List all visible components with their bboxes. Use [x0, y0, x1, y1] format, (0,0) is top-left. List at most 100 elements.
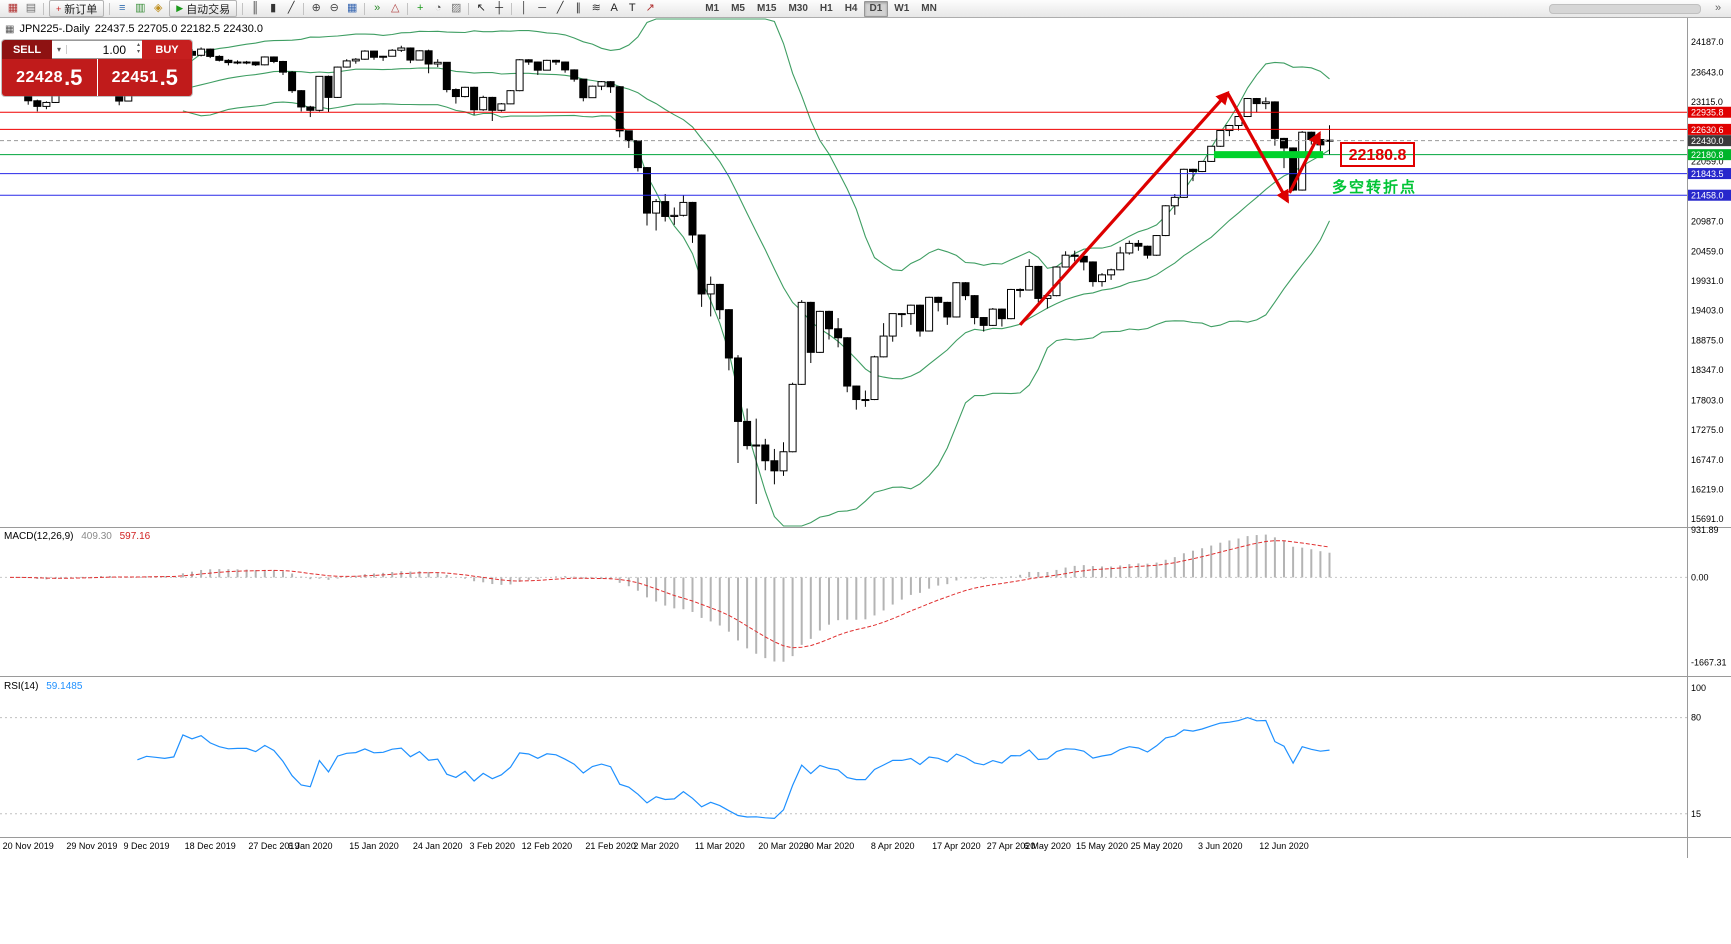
timeframe-h1[interactable]: H1: [819, 3, 833, 14]
candle-body: [1216, 130, 1225, 147]
candle-body: [870, 356, 879, 401]
text-tool-icon[interactable]: A: [610, 2, 618, 14]
macd-name: MACD(12,26,9): [4, 531, 74, 542]
candle-body: [251, 61, 260, 66]
market-watch-icon[interactable]: ≡: [119, 2, 126, 14]
candlestick-chart-icon[interactable]: ▮: [270, 2, 277, 14]
annotations-layer[interactable]: 22180.8 多空转折点: [1332, 142, 1417, 196]
candle-body: [1098, 274, 1106, 283]
sell-price-panel[interactable]: 22428.5: [2, 59, 97, 96]
x-axis-date-label: 24 Jan 2020: [413, 841, 463, 851]
navigator-icon[interactable]: ◈: [154, 2, 163, 14]
buy-price-panel[interactable]: 22451.5: [97, 59, 192, 96]
arrows-tool-icon[interactable]: ↗: [645, 2, 655, 14]
sell-button[interactable]: SELL: [2, 40, 52, 59]
support-zone-bar[interactable]: [1213, 151, 1324, 159]
rsi-axis-label: 15: [1691, 809, 1701, 819]
price-annotation-box[interactable]: [1340, 142, 1415, 167]
timeframe-h4[interactable]: H4: [844, 3, 858, 14]
y-axis-label: 16747.0: [1691, 455, 1724, 465]
candle-body: [333, 66, 342, 98]
candle-body: [1007, 288, 1015, 320]
price-line-tag-text: 22180.8: [1691, 150, 1724, 160]
candle-body: [33, 100, 42, 107]
fibonacci-icon[interactable]: ≋: [591, 2, 601, 14]
macd-axis-label: 0.00: [1691, 572, 1709, 582]
buy-button[interactable]: BUY: [142, 40, 192, 59]
cursor-icon[interactable]: ↖: [476, 2, 486, 14]
new-chart-icon[interactable]: ▦: [7, 2, 19, 14]
candle-body: [1034, 265, 1043, 299]
zoom-in-icon[interactable]: ⊕: [311, 2, 321, 14]
volume-spinner[interactable]: ▴ ▾: [136, 42, 140, 56]
timeframe-d1[interactable]: D1: [863, 0, 889, 17]
timeframe-m5[interactable]: M5: [731, 3, 745, 14]
candle-body: [488, 96, 497, 111]
periods-icon[interactable]: ◔: [434, 2, 442, 14]
zoom-out-icon[interactable]: ⊖: [329, 2, 339, 14]
candle-body: [1243, 98, 1252, 117]
line-chart-icon[interactable]: ╱: [287, 2, 295, 14]
turning-point-annotation-text[interactable]: 多空转折点: [1332, 178, 1417, 196]
trend-arrow[interactable]: [1018, 90, 1230, 326]
macd-indicator-label: MACD(12,26,9) 409.30 597.16: [4, 531, 150, 542]
candle-body: [242, 61, 251, 64]
chart-mini-icon: ▦: [5, 23, 15, 35]
templates-icon[interactable]: ▨: [450, 2, 462, 14]
trend-arrow[interactable]: [1288, 130, 1321, 194]
chart-shift-icon[interactable]: △: [390, 2, 400, 14]
x-axis-date-label: 9 Dec 2019: [123, 841, 169, 851]
trend-arrow[interactable]: [1226, 92, 1290, 204]
y-axis-label: 20987.0: [1691, 217, 1724, 227]
new-order-button[interactable]: + 新订单: [49, 0, 105, 17]
tile-windows-icon[interactable]: ▦: [346, 2, 358, 14]
candle-body: [552, 59, 560, 63]
timeframe-m15[interactable]: M15: [757, 3, 777, 14]
candle-body: [260, 56, 269, 66]
candle-body: [679, 201, 688, 216]
candle-body: [1170, 196, 1179, 207]
indicators-icon[interactable]: +: [416, 2, 424, 14]
toolbar-scrollbar[interactable]: [1549, 3, 1701, 14]
rsi-value: 59.1485: [46, 681, 83, 692]
candle-body: [615, 86, 624, 132]
trendline-icon[interactable]: ╱: [556, 2, 564, 14]
auto-scroll-icon[interactable]: »: [374, 2, 381, 14]
crosshair-icon[interactable]: ┼: [495, 2, 504, 14]
volume-dropdown-icon[interactable]: ▾: [52, 45, 67, 54]
bollinger-line: [182, 67, 1330, 380]
candle-body: [370, 50, 378, 58]
profiles-icon[interactable]: ▤: [25, 2, 37, 14]
toolbar-overflow-icon[interactable]: »: [1714, 2, 1722, 14]
autotrading-button[interactable]: ▶ 自动交易: [169, 0, 238, 17]
toolbar: ▦ ▤ + 新订单 ≡ ▥ ◈ ▶ 自动交易 ║ ▮ ╱ ⊕ ⊖ ▦ » △ + ◔ ▨ ↖ ┼ │ ─ ╱ ∥ ≋ A T ↗ M1 M5 M…: [0, 0, 1731, 18]
timeframe-m1[interactable]: M1: [705, 3, 720, 14]
candle-body: [879, 335, 888, 358]
label-tool-icon[interactable]: T: [628, 2, 636, 14]
candle-body: [1198, 160, 1207, 173]
timeframe-mn[interactable]: MN: [921, 3, 937, 14]
timeframe-m30[interactable]: M30: [788, 3, 808, 14]
timeframe-w1[interactable]: W1: [894, 3, 910, 14]
candle-body: [579, 78, 588, 99]
volume-input[interactable]: 1.00: [102, 42, 126, 57]
buy-price: 22451: [111, 68, 159, 86]
data-window-icon[interactable]: ▥: [135, 2, 146, 14]
candle-body: [1088, 261, 1097, 283]
autotrading-button-label: 自动交易: [186, 3, 231, 16]
candle-body: [706, 283, 715, 295]
price-line-tag-text: 22630.6: [1691, 125, 1724, 135]
candle-body: [1152, 235, 1161, 256]
y-axis-label: 17275.0: [1691, 425, 1724, 435]
channel-icon[interactable]: ∥: [575, 2, 581, 14]
candle-body: [415, 50, 424, 61]
horizontal-line-icon[interactable]: ─: [538, 2, 547, 14]
arrows-layer[interactable]: [1018, 90, 1321, 326]
vertical-line-icon[interactable]: │: [520, 2, 528, 14]
axes-layer: 24187.0 23643.0 23115.0 22059.0 20987.0 20459…: [0, 18, 1731, 858]
price-line-tag-text: 22430.0: [1691, 136, 1724, 146]
x-axis-date-label: 30 Mar 2020: [804, 841, 855, 851]
bar-chart-icon[interactable]: ║: [251, 2, 260, 14]
